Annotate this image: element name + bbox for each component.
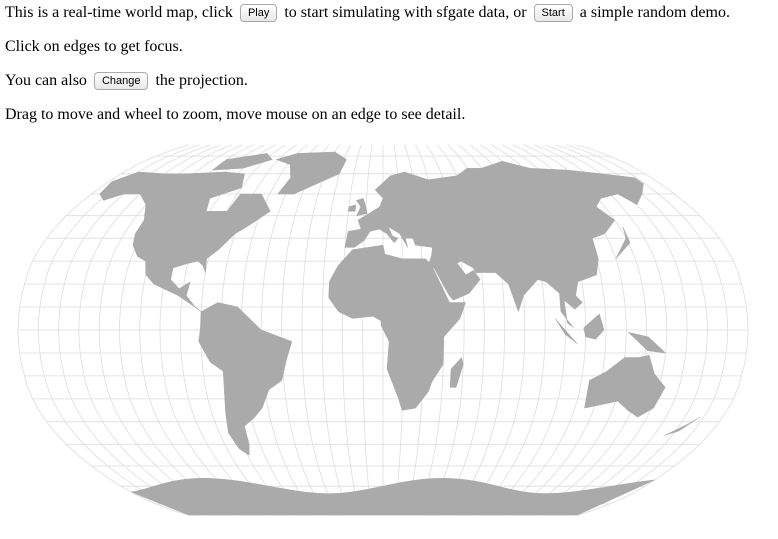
play-button[interactable]: Play — [239, 4, 278, 22]
text: This is a real-time world map, click — [5, 4, 233, 21]
land — [130, 478, 656, 516]
land — [348, 204, 357, 212]
projection-line: You can also Change the projection. — [5, 72, 773, 90]
land — [344, 160, 644, 328]
text: to start simulating with sfgate data, or — [284, 4, 527, 21]
land — [198, 302, 293, 456]
land — [99, 171, 271, 312]
intro-line: This is a real-time world map, click Pla… — [5, 4, 773, 22]
land — [584, 355, 666, 418]
land — [664, 416, 701, 436]
text: the projection. — [155, 72, 248, 89]
change-button[interactable]: Change — [93, 72, 149, 90]
text: a simple random demo. — [579, 4, 730, 21]
start-button[interactable]: Start — [533, 4, 573, 22]
land — [328, 244, 466, 411]
land — [615, 226, 631, 260]
land — [449, 357, 464, 388]
text: You can also — [5, 72, 87, 89]
world-map[interactable] — [0, 140, 778, 519]
land — [212, 153, 273, 171]
controls-hint: Drag to move and wheel to zoom, move mou… — [5, 106, 466, 123]
content: This is a real-time world map, click Pla… — [0, 0, 778, 124]
land — [628, 332, 666, 354]
land — [554, 318, 578, 345]
land — [356, 198, 368, 216]
focus-hint: Click on edges to get focus. — [5, 38, 183, 55]
land — [583, 313, 605, 340]
land — [275, 151, 347, 195]
